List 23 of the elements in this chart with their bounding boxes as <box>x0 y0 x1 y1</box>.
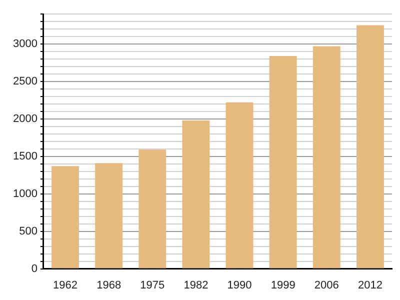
y-tick-label: 3000 <box>12 38 38 50</box>
bar <box>356 25 384 268</box>
x-tick-label: 1962 <box>53 279 78 292</box>
x-tick-label: 2006 <box>314 279 339 292</box>
y-tick-label: 1500 <box>12 150 38 162</box>
bar <box>269 56 297 268</box>
bar <box>182 120 210 268</box>
bar <box>138 150 166 268</box>
x-tick-label: 1999 <box>270 279 296 292</box>
bar <box>52 166 79 268</box>
x-tick-label: 1968 <box>96 279 122 292</box>
y-tick-label: 0 <box>31 262 38 275</box>
y-tick-label: 1000 <box>12 188 38 200</box>
bar <box>312 46 340 268</box>
bar <box>95 163 123 268</box>
y-tick-label: 2000 <box>12 112 38 125</box>
y-tick-label: 500 <box>19 225 38 238</box>
bar <box>226 102 254 268</box>
x-tick-label: 1982 <box>184 279 208 292</box>
x-tick-label: 1975 <box>140 279 165 292</box>
x-tick-label: 2012 <box>358 279 382 292</box>
x-tick-label: 1990 <box>227 279 252 292</box>
y-tick-label: 2500 <box>12 75 38 88</box>
